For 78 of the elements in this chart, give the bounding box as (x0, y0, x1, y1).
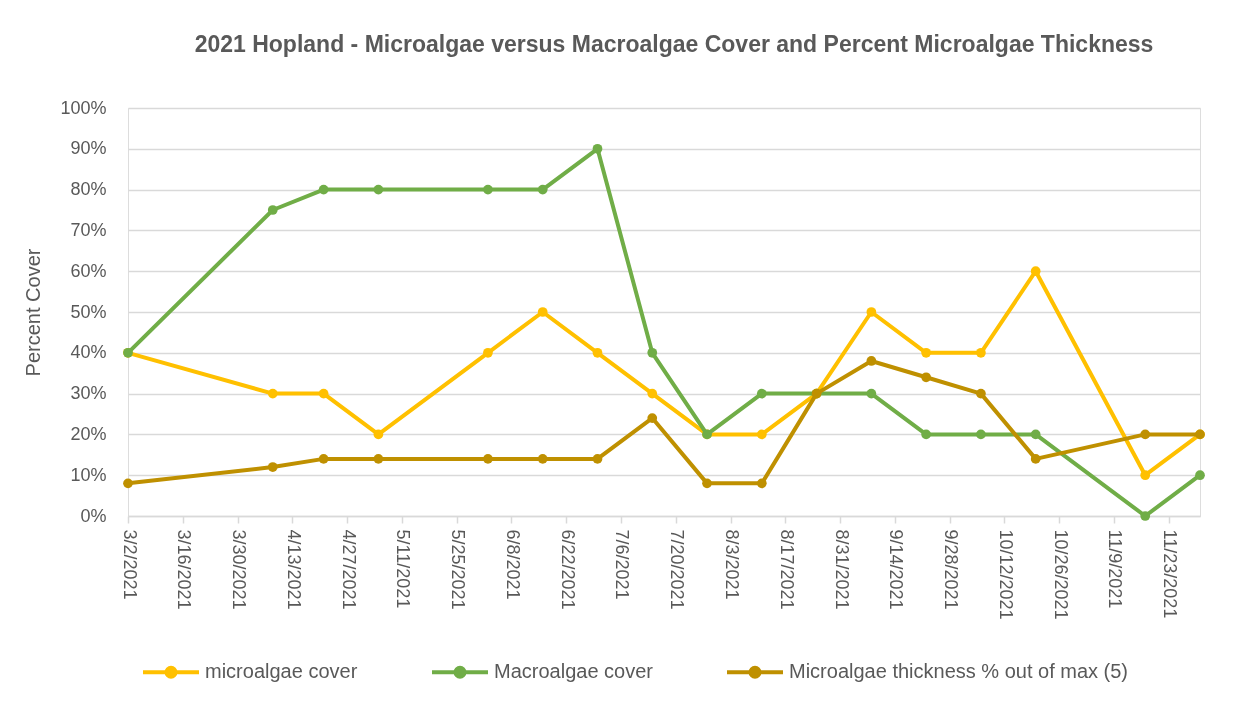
point (483, 347, 493, 358)
x-tick-label: 11/23/2021 (1160, 529, 1181, 619)
point (1030, 454, 1041, 464)
x-tick-label: 11/9/2021 (1105, 529, 1126, 609)
point (1195, 470, 1205, 481)
point (123, 478, 133, 489)
y-tick-label: 20% (70, 423, 107, 444)
point (373, 429, 384, 440)
y-tick-label: 60% (70, 260, 107, 281)
point (592, 347, 603, 358)
y-tick-label: 70% (70, 219, 107, 240)
y-tick-label: 30% (70, 383, 107, 404)
point (866, 356, 877, 366)
point (537, 184, 548, 195)
x-tick-label: 8/31/2021 (831, 529, 852, 610)
point (267, 388, 278, 399)
point (1030, 429, 1041, 440)
point (373, 184, 384, 195)
point (866, 307, 877, 317)
point (921, 347, 931, 358)
point (483, 454, 493, 464)
point (756, 429, 767, 440)
y-tick-label: 50% (70, 301, 107, 322)
x-tick-label: 4/13/2021 (283, 529, 304, 610)
y-tick-label: 10% (70, 464, 107, 485)
point (976, 388, 986, 399)
x-tick-label: 7/6/2021 (612, 529, 633, 600)
point (537, 307, 548, 317)
point (1140, 511, 1151, 521)
x-tick-label: 10/12/2021 (995, 529, 1016, 620)
y-axis-title: Percent Cover (22, 248, 45, 377)
x-tick-label: 8/3/2021 (722, 529, 743, 600)
x-tick-label: 5/11/2021 (393, 529, 414, 609)
point (1140, 470, 1151, 481)
y-tick-label: 90% (70, 138, 107, 159)
x-tick-label: 9/28/2021 (941, 529, 962, 610)
point (976, 429, 986, 440)
x-tick-label: 6/22/2021 (557, 529, 578, 610)
point (1030, 266, 1041, 277)
point (921, 372, 931, 383)
point (976, 347, 986, 358)
point (647, 388, 658, 399)
point (267, 462, 278, 472)
y-tick-label: 80% (70, 179, 107, 200)
point (318, 184, 329, 195)
chart-title: 2021 Hopland - Microalgae versus Macroalgae Cover and Percent Microalgae Thickness (194, 31, 1154, 57)
x-tick-label: 6/8/2021 (502, 529, 523, 600)
x-tick-label: 7/20/2021 (667, 529, 688, 610)
point (756, 388, 767, 399)
y-tick-label: 0% (80, 505, 107, 526)
point (537, 454, 548, 464)
point (592, 143, 603, 154)
point (647, 347, 658, 358)
point (592, 454, 603, 464)
x-tick-label: 3/16/2021 (174, 529, 195, 610)
x-tick-label: 3/30/2021 (229, 529, 250, 610)
point (267, 205, 278, 215)
y-tick-label: 40% (70, 342, 107, 363)
x-tick-label: 9/14/2021 (886, 529, 907, 610)
point (373, 454, 384, 464)
y-tick-label: 100% (60, 97, 107, 118)
x-tick-label: 8/17/2021 (776, 529, 797, 610)
point (921, 429, 931, 440)
x-tick-label: 3/2/2021 (119, 529, 140, 600)
legend-label: Microalgae thickness % out of max (5) (789, 660, 1129, 683)
point (702, 478, 712, 489)
x-tick-label: 10/26/2021 (1050, 529, 1071, 620)
x-tick-label: 4/27/2021 (338, 529, 359, 610)
point (647, 413, 658, 423)
x-tick-label: 5/25/2021 (448, 529, 469, 610)
point (756, 478, 767, 489)
point (483, 184, 493, 195)
point (866, 388, 877, 399)
legend-label: microalgae cover (205, 660, 358, 683)
point (318, 388, 329, 399)
point (1140, 429, 1151, 440)
legend-label: Macroalgae cover (494, 660, 654, 683)
point (318, 454, 329, 464)
